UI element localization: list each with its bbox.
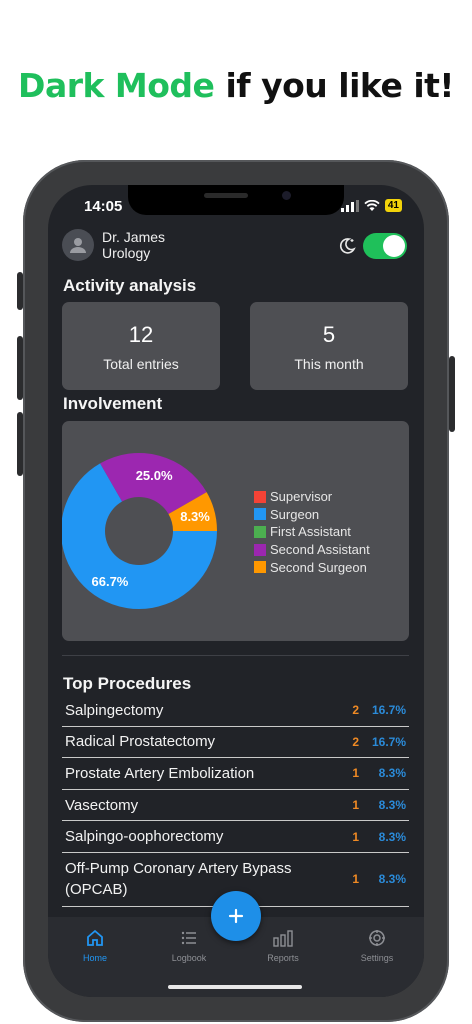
pie-label: 66.7% [92,574,129,589]
procedure-name: Salpingo-oophorectomy [65,828,224,846]
legend-swatch [254,525,266,538]
legend-label: Supervisor [270,489,333,505]
legend-swatch [254,508,266,521]
gear-icon [369,930,385,946]
plus-icon [228,908,244,924]
procedure-row[interactable]: Vasectomy 1 8.3% [62,790,409,822]
involvement-donut-chart: 66.7% 25.0% 8.3% [61,453,218,609]
wifi-icon [364,199,380,211]
tab-label: Reports [267,953,299,963]
tab-reports[interactable]: Reports [243,927,323,963]
procedure-count: 1 [352,766,359,781]
notch [128,185,344,215]
procedure-percent: 8.3% [378,766,406,781]
tab-label: Logbook [171,953,207,963]
pie-label: 8.3% [180,509,210,524]
procedure-percent: 8.3% [378,872,406,887]
activity-title: Activity analysis [63,276,197,295]
status-icons: 41 [340,199,402,212]
headline-accent: Dark Mode [18,66,215,105]
dark-mode-control [337,233,407,259]
doctor-name: Dr. James [102,229,166,245]
procedure-row[interactable]: Off-Pump Coronary Artery Bypass (OPCAB) … [62,853,409,907]
procedure-row[interactable]: Salpingo-oophorectomy 1 8.3% [62,821,409,853]
legend-item-surgeon: Surgeon [254,506,370,524]
involvement-title: Involvement [63,394,163,413]
section-divider [62,655,409,656]
legend-swatch [254,561,266,574]
legend-label: Second Assistant [270,542,370,558]
procedure-row[interactable]: Prostate Artery Embolization 1 8.3% [62,758,409,790]
battery-indicator: 41 [384,199,402,212]
user-icon [70,238,86,253]
legend-item-second-surgeon: Second Surgeon [254,558,370,576]
procedure-row[interactable]: Salpingectomy 2 16.7% [62,695,409,727]
toggle-knob [383,235,405,257]
this-month-value: 5 [322,322,336,347]
pie-slice-surgeon [61,463,218,609]
legend-item-second-assistant: Second Assistant [254,541,370,559]
speaker-grille [204,193,248,198]
procedure-percent: 8.3% [378,829,406,844]
procedure-list: Salpingectomy 2 16.7% Radical Prostatect… [62,695,409,907]
pie-slice-second-surgeon [168,492,217,531]
doctor-specialty: Urology [102,245,151,261]
tab-label: Home [82,953,107,963]
tab-logbook[interactable]: Logbook [149,927,229,963]
pie-label: 25.0% [136,468,173,483]
procedure-percent: 16.7% [371,703,406,718]
chart-legend: Supervisor Surgeon First Assistant Secon… [254,488,370,576]
add-entry-button[interactable] [211,891,261,941]
legend-label: Surgeon [270,506,320,522]
profile-header[interactable]: Dr. James Urology [62,229,165,261]
top-procedures-title: Top Procedures [63,674,192,693]
list-icon [181,931,196,945]
procedure-count: 1 [352,872,359,887]
mute-switch [17,272,23,310]
marketing-headline: Dark Mode if you like it! [0,66,472,105]
procedure-name: Prostate Artery Embolization [65,764,255,782]
legend-label: First Assistant [270,524,351,540]
total-entries-value: 12 [128,322,154,347]
headline-rest: if you like it! [225,66,454,105]
procedure-percent: 16.7% [371,734,406,749]
legend-swatch [254,543,266,556]
signal-icon [340,199,359,212]
home-icon [87,929,103,946]
legend-item-first-assistant: First Assistant [254,523,370,541]
phone-screen: 14:05 41 Dr. James Urology Activit [48,185,424,997]
procedure-count: 1 [352,829,359,844]
involvement-card: 66.7% 25.0% 8.3% Supervisor Surgeon First … [61,421,409,641]
dark-mode-toggle[interactable] [363,233,407,259]
procedure-count: 1 [352,798,359,813]
status-time: 14:05 [84,198,123,215]
procedure-name: Salpingectomy [65,701,164,719]
legend-label: Second Surgeon [270,559,367,575]
tab-label: Settings [360,953,394,963]
moon-icon [339,238,356,254]
pie-slice-second-assistant [100,453,207,515]
tab-settings[interactable]: Settings [337,927,417,963]
procedure-count: 2 [352,703,359,718]
this-month-label: This month [294,356,364,372]
procedure-name: Radical Prostatectomy [65,733,216,751]
total-entries-label: Total entries [103,356,179,372]
stat-card-month: 5 This month [250,302,408,390]
tab-home[interactable]: Home [55,927,135,963]
power-button [449,356,455,432]
camera-icon [282,191,291,200]
volume-up-button [17,336,23,400]
procedure-name: Vasectomy [65,796,139,814]
bar-chart-icon [273,930,293,947]
volume-down-button [17,412,23,476]
legend-item-supervisor: Supervisor [254,488,370,506]
avatar[interactable] [62,229,94,261]
stat-card-total: 12 Total entries [62,302,220,390]
procedure-percent: 8.3% [378,798,406,813]
legend-swatch [254,490,266,503]
procedure-row[interactable]: Radical Prostatectomy 2 16.7% [62,727,409,759]
home-indicator [168,985,302,989]
procedure-count: 2 [352,734,359,749]
procedure-name: Off-Pump Coronary Artery Bypass (OPCAB) [65,860,292,899]
